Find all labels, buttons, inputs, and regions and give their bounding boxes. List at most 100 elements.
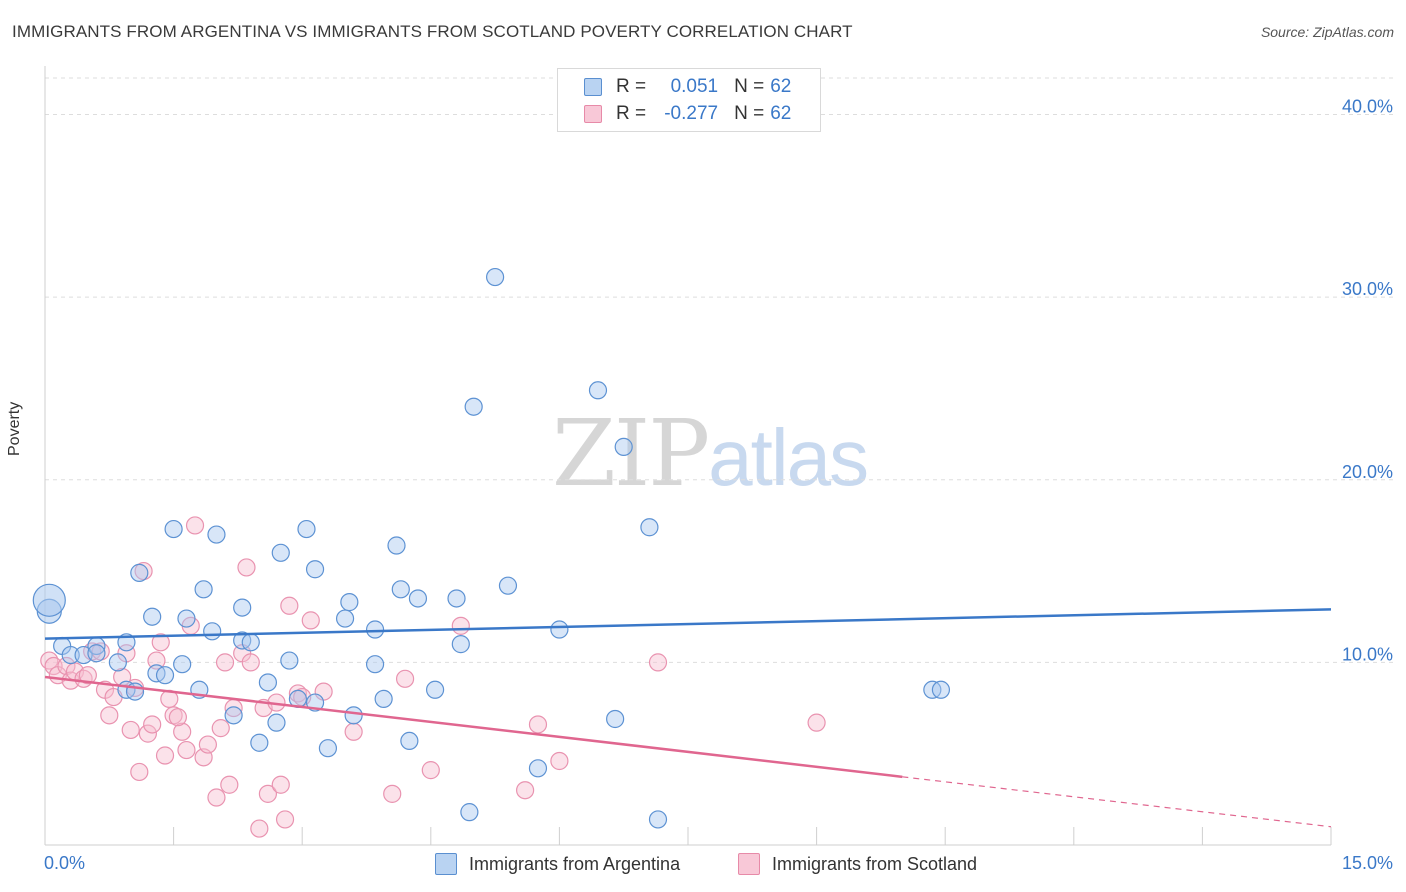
argentina-point [528,759,548,778]
y-axis-label: Poverty [6,401,23,456]
argentina-point [32,583,66,617]
legend-r-label: R = [616,103,647,124]
legend-r-value: -0.277 [664,103,719,124]
scotland-point [528,715,548,734]
watermark-atlas: atlas [708,413,869,502]
argentina-point [250,733,269,752]
argentina-point [61,645,80,665]
argentina-swatch [435,853,457,875]
scotland-point [516,781,535,800]
scotland-point [451,616,470,635]
argentina-legend-label: Immigrants from Argentina [469,853,681,874]
scotland-point [220,775,239,794]
source-label: Source: ZipAtlas.com [1260,24,1394,40]
scotland-point [173,722,192,741]
scotland-point [177,740,196,760]
argentina-point [344,706,363,725]
scotland-point [241,653,260,672]
argentina-point [365,620,385,639]
scotland-point [121,720,140,740]
argentina-point [464,397,483,416]
legend-r-value: 0.051 [670,76,719,97]
x-tick-label: 0.0% [44,853,85,873]
argentina-point [447,589,466,608]
axes [44,66,1332,846]
scotland-point [211,719,230,738]
argentina-point [451,635,470,654]
scotland-point [271,775,290,794]
argentina-point [233,598,252,617]
scotland-point [250,819,269,838]
legend-row-argentina: R = 0.051 N = 62 [584,76,791,98]
argentina-point [340,593,359,612]
argentina-point [606,709,625,729]
argentina-point [280,651,299,670]
scotland-point [168,708,187,727]
legend-n-label: N = [734,103,765,124]
argentina-point [194,580,213,599]
argentina-point [258,673,278,692]
scotland-trend-line [44,675,903,779]
scotland-point [550,751,569,771]
argentina-point [271,543,290,562]
scotland-swatch [584,105,602,123]
y-tick-label: 20.0% [1342,462,1393,482]
scotland-point [155,746,175,765]
legend-n-value: 62 [770,103,792,124]
x-tick-label: 15.0% [1342,853,1393,873]
argentina-point [164,519,183,539]
scotland-point [198,735,217,754]
scotland-point [275,810,295,829]
argentina-points [32,267,951,829]
scotland-point [383,784,402,803]
watermark-zip: ZIP [552,400,710,507]
argentina-point [550,620,569,639]
scotland-point [807,713,826,732]
argentina-point [130,563,149,582]
argentina-swatch [584,78,602,96]
argentina-point [203,622,222,641]
argentina-point [155,666,175,685]
argentina-point [931,680,951,699]
scotland-point [344,722,363,741]
scotland-point [421,761,440,780]
argentina-point [588,381,608,400]
legend-n-value: 62 [770,76,792,97]
argentina-point [387,536,406,555]
argentina-point [297,519,316,539]
argentina-point [335,609,355,628]
argentina-point [207,525,226,544]
argentina-point [640,518,659,537]
argentina-trend-line [44,608,1332,640]
argentina-point [425,680,445,699]
argentina-point [305,560,325,579]
argentina-point [486,267,505,287]
bottom-legend-scotland: Immigrants from Scotland [738,852,977,876]
scotland-point [138,724,157,743]
y-tick-label: 40.0% [1342,97,1393,117]
legend-n-label: N = [734,76,765,97]
argentina-point [177,609,196,628]
y-tick-label: 10.0% [1342,644,1393,664]
argentina-point [391,580,410,599]
scotland-point [100,706,119,725]
bottom-legend-argentina: Immigrants from Argentina [435,852,680,876]
chart-title: IMMIGRANTS FROM ARGENTINA VS IMMIGRANTS … [12,22,853,41]
scotland-point [147,651,166,670]
argentina-point [224,706,243,725]
scotland-point [44,656,63,676]
scotland-point [130,762,149,782]
argentina-point [318,739,338,758]
argentina-point [143,607,162,626]
scotland-point [143,715,162,734]
tick-labels: 10.0% 20.0% 30.0% 40.0% 0.0% 15.0% [44,97,1393,873]
scotland-point [258,784,278,803]
argentina-point [374,689,393,709]
argentina-point [365,655,385,674]
scotland-point [280,596,299,615]
correlation-legend: R = 0.051 N = 62 R = -0.277 N = 62 [557,68,821,132]
argentina-point [498,576,518,595]
scotland-trend-extension [902,776,1332,828]
argentina-point [87,644,106,663]
